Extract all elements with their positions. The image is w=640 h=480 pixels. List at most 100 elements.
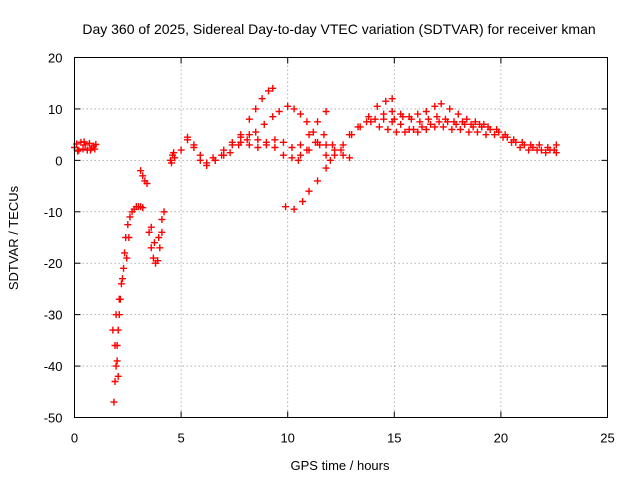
data-point	[296, 110, 304, 118]
y-tick-label: 10	[48, 102, 62, 117]
data-point	[392, 128, 400, 136]
data-point	[427, 120, 435, 128]
data-point	[552, 141, 560, 149]
data-point	[80, 138, 88, 146]
data-point	[414, 128, 422, 136]
data-point	[371, 115, 379, 123]
data-point	[124, 221, 132, 229]
data-point	[446, 105, 454, 113]
data-point	[322, 141, 330, 149]
data-point	[288, 144, 296, 151]
data-point	[237, 138, 245, 146]
data-point	[123, 254, 131, 262]
data-point	[91, 145, 99, 153]
data-point	[137, 167, 145, 175]
data-point	[305, 131, 313, 139]
data-point	[331, 151, 339, 159]
data-point	[126, 213, 134, 221]
data-point	[284, 102, 292, 110]
data-point	[314, 177, 322, 185]
data-point	[435, 118, 443, 126]
data-point	[120, 264, 128, 272]
data-point	[149, 254, 157, 262]
data-point	[388, 95, 396, 103]
data-point	[544, 144, 552, 151]
data-point	[245, 131, 253, 139]
data-point	[473, 128, 481, 136]
data-point	[243, 136, 251, 144]
data-point	[252, 105, 260, 113]
data-point	[271, 136, 279, 144]
data-point	[271, 144, 279, 151]
data-point	[177, 146, 185, 154]
data-point	[422, 108, 430, 115]
data-point	[139, 204, 147, 212]
data-point	[252, 128, 260, 136]
data-point	[401, 128, 409, 136]
data-point	[414, 110, 422, 118]
data-point	[390, 115, 398, 123]
data-point	[316, 141, 324, 149]
data-point	[170, 149, 178, 157]
data-point	[158, 216, 166, 223]
x-tick-label: 0	[71, 431, 78, 446]
data-point	[303, 146, 311, 154]
data-point	[322, 108, 330, 115]
data-point	[254, 136, 262, 144]
data-point	[346, 131, 354, 139]
data-point	[424, 115, 432, 123]
data-point	[328, 141, 336, 149]
data-point	[542, 149, 550, 157]
data-point	[79, 145, 87, 153]
x-tick-label: 5	[177, 431, 184, 446]
y-tick-label: 20	[48, 51, 62, 66]
axis-ticks: 0 5 10 15 20 25 -50 -40 -30 -20 -10 0 10 20	[44, 51, 615, 446]
data-point	[375, 123, 383, 131]
data-point	[294, 156, 302, 164]
y-tick-label: -50	[44, 411, 63, 426]
data-point	[147, 223, 155, 231]
data-points	[71, 84, 560, 406]
data-point	[260, 120, 268, 128]
data-point	[74, 147, 82, 155]
data-point	[190, 144, 198, 151]
data-point	[314, 118, 322, 126]
data-point	[92, 140, 100, 148]
y-tick-label: -20	[44, 256, 63, 271]
data-point	[115, 295, 123, 303]
data-point	[245, 141, 253, 149]
data-point	[527, 141, 535, 149]
x-tick-label: 25	[600, 431, 614, 446]
data-point	[482, 131, 490, 139]
data-point	[525, 146, 533, 154]
data-point	[491, 131, 499, 139]
data-point	[339, 151, 347, 159]
y-tick-label: 0	[55, 153, 62, 168]
data-point	[147, 244, 155, 252]
data-point	[373, 102, 381, 110]
data-point	[86, 146, 94, 154]
data-point	[382, 97, 390, 105]
data-point	[431, 123, 439, 131]
y-tick-label: -10	[44, 205, 63, 220]
data-point	[275, 108, 283, 115]
data-point	[550, 146, 558, 154]
data-point	[262, 141, 270, 149]
data-point	[245, 115, 253, 123]
data-point	[456, 126, 464, 133]
data-point	[290, 205, 298, 213]
data-point	[354, 123, 362, 131]
data-point	[322, 164, 330, 172]
data-point	[269, 84, 277, 92]
data-point	[303, 118, 311, 126]
data-point	[75, 146, 83, 154]
data-point	[454, 110, 462, 118]
data-point	[326, 156, 334, 164]
data-point	[145, 228, 153, 236]
data-point	[160, 208, 168, 216]
data-point	[296, 141, 304, 149]
data-point	[339, 141, 347, 149]
data-point	[493, 126, 501, 133]
data-point	[299, 198, 307, 205]
data-point	[109, 326, 117, 334]
